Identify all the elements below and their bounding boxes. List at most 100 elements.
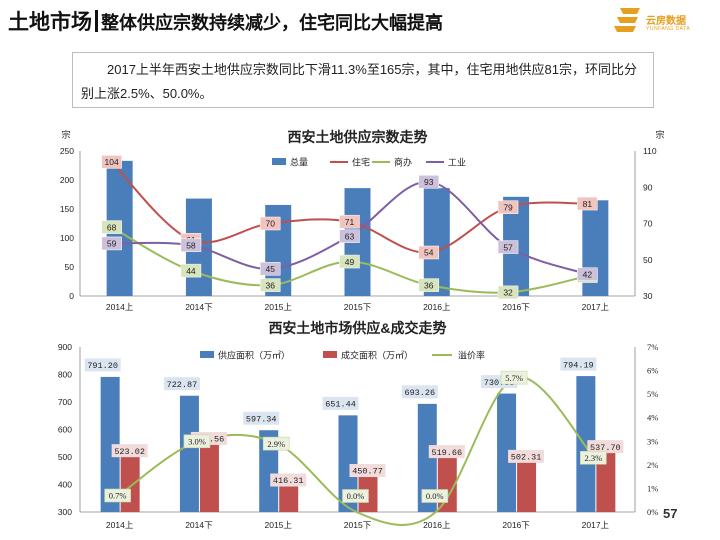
chart2-supply-label: 794.19	[563, 360, 594, 370]
chart2-left-tick: 700	[58, 397, 72, 407]
chart1-data-label-工业-bg	[339, 229, 360, 243]
chart1-data-label-商办: 36	[424, 280, 434, 290]
chart1-legend-label: 总量	[290, 157, 308, 168]
chart2-supply-label: 730.68	[484, 378, 515, 388]
chart2-right-tick: 7%	[647, 342, 658, 352]
chart1-data-label-住宅: 70	[265, 219, 275, 229]
chart1-right-tick: 70	[643, 219, 653, 229]
chart2-premium-label-bg	[580, 450, 607, 465]
chart2-transaction-label: 519.66	[431, 448, 462, 458]
logo-icon	[614, 8, 640, 32]
chart2-premium-label-bg	[104, 488, 131, 503]
chart2-bar-supply	[338, 415, 358, 512]
chart1-x-tick-label: 2015下	[344, 302, 372, 312]
chart1-data-label-商办: 32	[503, 288, 513, 298]
chart1-data-label-商办: 68	[107, 222, 117, 232]
chart1-data-label-工业-bg	[101, 236, 122, 251]
page-title-main: 土地市场	[8, 11, 92, 34]
chart1-left-tick: 200	[60, 175, 74, 185]
chart2-x-tick-label: 2016下	[502, 520, 530, 530]
chart2-transaction-label-bg	[349, 464, 386, 478]
chart1-x-tick-label: 2016上	[423, 302, 451, 312]
chart2-bar-supply	[100, 376, 120, 512]
chart2-supply-label-bg	[84, 358, 121, 372]
chart1-data-label-住宅-bg	[577, 196, 598, 211]
chart2-x-tick-label: 2017上	[582, 520, 610, 530]
chart2-left-tick: 900	[58, 342, 72, 352]
chart1-data-label-住宅: 104	[105, 157, 119, 167]
chart2-transaction-label: 450.77	[352, 467, 383, 477]
chart1-data-label-商办-bg	[418, 278, 440, 292]
chart2-x-tick-label: 2016上	[423, 520, 451, 530]
chart2-title: 西安土地市场供应&成交走势	[268, 320, 446, 336]
chart1-data-label-商办-bg	[339, 254, 360, 269]
chart1-data-label-工业-bg	[180, 238, 202, 252]
chart2-supply-label-bg	[401, 385, 438, 399]
chart2-supply-label: 722.87	[167, 380, 198, 390]
chart1-data-label-住宅: 79	[503, 202, 513, 212]
chart2-supply-label-bg	[560, 357, 597, 371]
chart2-bar-transaction	[517, 456, 537, 512]
chart2-supply-label-bg	[163, 377, 200, 391]
chart2-bar-transaction	[199, 438, 219, 512]
chart2-bar-supply	[179, 395, 199, 512]
chart2-bar-transaction	[437, 451, 457, 512]
chart2-transaction-label-bg	[111, 444, 148, 458]
chart2-transaction-label-bg	[270, 473, 307, 487]
chart2-transaction-label-bg	[508, 449, 545, 463]
chart1-data-label-商办: 44	[186, 266, 196, 276]
chart2-bar-supply	[497, 393, 517, 512]
chart1-data-label-工业: 63	[345, 231, 355, 241]
chart1-data-label-工业-bg	[577, 267, 598, 281]
chart2-left-tick: 300	[58, 507, 72, 517]
chart2-bar-supply	[259, 430, 279, 512]
chart2-transaction-label: 523.02	[114, 447, 145, 457]
chart2-transaction-label: 537.70	[590, 443, 621, 453]
chart2-bar-transaction	[279, 480, 299, 512]
chart2-legend-label: 溢价率	[458, 350, 485, 361]
chart1-x-tick-label: 2016下	[502, 302, 530, 312]
chart2-right-tick: 6%	[647, 366, 658, 376]
chart1-data-label-住宅-bg	[259, 216, 281, 231]
chart2-premium-label: 3.0%	[188, 436, 206, 446]
chart2-bar-supply	[417, 403, 437, 512]
chart1-right-tick: 30	[643, 291, 653, 301]
chart1-legend-label: 商办	[394, 157, 412, 168]
chart1-data-label-工业-bg	[259, 262, 281, 276]
chart2-supply-label: 693.26	[404, 388, 435, 398]
chart2-premium-label-bg	[183, 434, 211, 449]
page-number: 57	[663, 506, 678, 521]
logo-name: 云房数据	[646, 16, 686, 27]
chart2-transaction-label-bg	[428, 445, 465, 459]
chart2-premium-label-bg	[500, 370, 528, 385]
chart1-data-label-住宅-bg	[497, 200, 519, 214]
chart1-data-label-住宅: 54	[424, 248, 434, 258]
chart2-premium-label: 0.7%	[109, 491, 127, 501]
chart1-data-label-商办-bg	[180, 263, 202, 278]
chart2-legend-label: 供应面积（万㎡）	[218, 350, 290, 361]
chart1-legend-swatch	[272, 158, 286, 165]
chart2-premium-label: 0.0%	[426, 491, 444, 501]
chart1-right-tick: 90	[643, 182, 653, 192]
chart2-x-tick-label: 2015上	[265, 520, 293, 530]
chart1-data-label-工业: 93	[424, 177, 434, 187]
chart2-supply-label: 791.20	[87, 361, 118, 371]
chart1-x-tick-label: 2017上	[582, 302, 610, 312]
chart1-title: 西安土地供应宗数走势	[288, 129, 428, 145]
chart2-left-tick: 800	[58, 370, 72, 380]
chart1-bar-total	[423, 188, 450, 296]
chart2-premium-label: 5.7%	[505, 373, 523, 383]
chart1-data-label-住宅: 81	[583, 199, 593, 209]
chart2-premium-label-bg	[421, 489, 449, 503]
chart2-premium-label-bg	[262, 436, 290, 451]
chart2-right-tick: 3%	[647, 436, 658, 446]
chart2-left-tick: 600	[58, 425, 72, 435]
chart1-data-label-商办: 36	[265, 280, 275, 290]
chart2-legend-label: 成交面积（万㎡）	[341, 350, 413, 361]
chart2-premium-label-bg	[342, 489, 369, 503]
chart2-premium-label: 2.9%	[267, 439, 285, 449]
chart1-data-label-商办: 49	[345, 257, 355, 267]
page-title: 土地市场 整体供应宗数持续减少，住宅同比大幅提高	[8, 6, 443, 36]
chart1-data-label-商办-bg	[497, 285, 519, 300]
